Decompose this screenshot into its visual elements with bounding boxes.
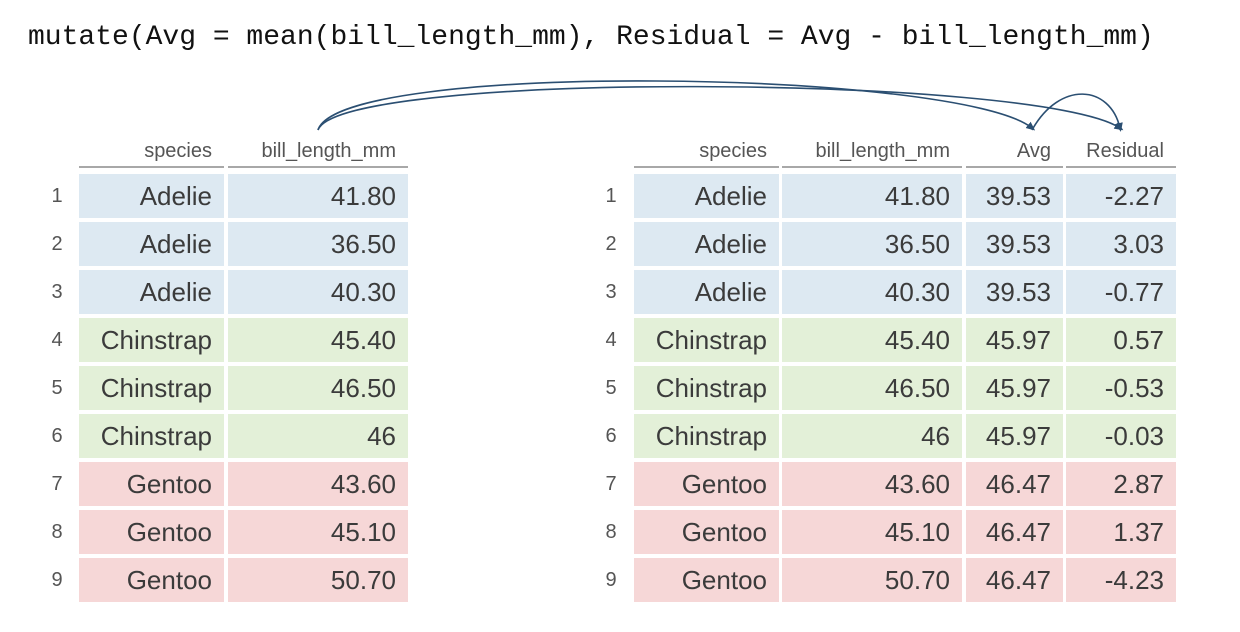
right_table-row-number: 7 [605,473,617,495]
right_table-cell-species: Chinstrap [634,318,779,362]
right_table-cell-species: Gentoo [634,462,779,506]
right_table-cell-bill: 43.60 [782,462,962,506]
right_table-cell-residual: 1.37 [1066,510,1176,554]
left_table-cell-bill: 45.40 [228,318,408,362]
right_table-row-number: 3 [605,281,617,303]
left_table-row-number: 8 [51,521,63,543]
right_table-header-residual: Residual [1066,136,1176,168]
right_table-cell-avg: 45.97 [966,414,1063,458]
mutate-code-line: mutate(Avg = mean(bill_length_mm), Resid… [28,22,1154,53]
left_table-cell-species: Adelie [79,174,224,218]
right_table-cell-residual: 2.87 [1066,462,1176,506]
right_table-header-bill: bill_length_mm [782,136,962,168]
right_table-header-avg: Avg [966,136,1063,168]
left_table-cell-bill: 36.50 [228,222,408,266]
right_table-row-number: 2 [605,233,617,255]
right_table-row-number: 1 [605,185,617,207]
right_table-cell-species: Gentoo [634,558,779,602]
left_table-cell-species: Gentoo [79,510,224,554]
right_table-cell-residual: -0.03 [1066,414,1176,458]
right_table-cell-residual: -0.77 [1066,270,1176,314]
left_table-cell-species: Adelie [79,222,224,266]
left_table-cell-species: Gentoo [79,558,224,602]
right_table-row-number: 9 [605,569,617,591]
left_table-header-bill: bill_length_mm [228,136,408,168]
arrow-avg-to-residual [1031,93,1123,132]
left_table-header-species: species [79,136,224,168]
right_table-cell-avg: 46.47 [966,510,1063,554]
right_table-cell-bill: 45.40 [782,318,962,362]
right_table-row-number: 6 [605,425,617,447]
right_table-row-number: 4 [605,329,617,351]
left_table-cell-bill: 50.70 [228,558,408,602]
right_table-cell-residual: 3.03 [1066,222,1176,266]
right_table-cell-species: Adelie [634,174,779,218]
left_table-row-number: 7 [51,473,63,495]
right_table-cell-residual: -0.53 [1066,366,1176,410]
right_table-cell-avg: 39.53 [966,270,1063,314]
left_table-cell-species: Chinstrap [79,318,224,362]
right_table-cell-bill: 45.10 [782,510,962,554]
right_table-cell-residual: 0.57 [1066,318,1176,362]
right_table-cell-residual: -2.27 [1066,174,1176,218]
right_table-cell-bill: 41.80 [782,174,962,218]
right_table-cell-bill: 50.70 [782,558,962,602]
left_table-row-number: 1 [51,185,63,207]
left_table-cell-bill: 43.60 [228,462,408,506]
left_table-cell-bill: 40.30 [228,270,408,314]
right_table-cell-avg: 45.97 [966,366,1063,410]
arrow-bill-to-residual [317,85,1124,131]
right_table-cell-avg: 45.97 [966,318,1063,362]
right_table-cell-avg: 46.47 [966,558,1063,602]
left_table-row-number: 9 [51,569,63,591]
left_table-row-number: 6 [51,425,63,447]
right_table-cell-species: Adelie [634,270,779,314]
right_table-header-species: species [634,136,779,168]
left_table-cell-bill: 46.50 [228,366,408,410]
left_table-cell-bill: 41.80 [228,174,408,218]
right_table-cell-avg: 46.47 [966,462,1063,506]
left_table-row-number: 3 [51,281,63,303]
right_table-cell-residual: -4.23 [1066,558,1176,602]
right_table-cell-species: Chinstrap [634,414,779,458]
arrow-bill-to-avg [317,80,1036,131]
right_table-cell-avg: 39.53 [966,222,1063,266]
left_table-cell-bill: 45.10 [228,510,408,554]
left_table-cell-species: Chinstrap [79,366,224,410]
right_table-cell-species: Chinstrap [634,366,779,410]
left_table-row-number: 4 [51,329,63,351]
left_table-cell-species: Adelie [79,270,224,314]
right_table-row-number: 8 [605,521,617,543]
right_table-cell-bill: 46 [782,414,962,458]
right_table-cell-species: Adelie [634,222,779,266]
right_table-row-number: 5 [605,377,617,399]
left_table-cell-species: Gentoo [79,462,224,506]
right_table-cell-bill: 36.50 [782,222,962,266]
right_table-cell-bill: 46.50 [782,366,962,410]
left_table-cell-bill: 46 [228,414,408,458]
left_table-row-number: 5 [51,377,63,399]
left_table-row-number: 2 [51,233,63,255]
right_table-cell-avg: 39.53 [966,174,1063,218]
left_table-cell-species: Chinstrap [79,414,224,458]
right_table-cell-bill: 40.30 [782,270,962,314]
right_table-cell-species: Gentoo [634,510,779,554]
